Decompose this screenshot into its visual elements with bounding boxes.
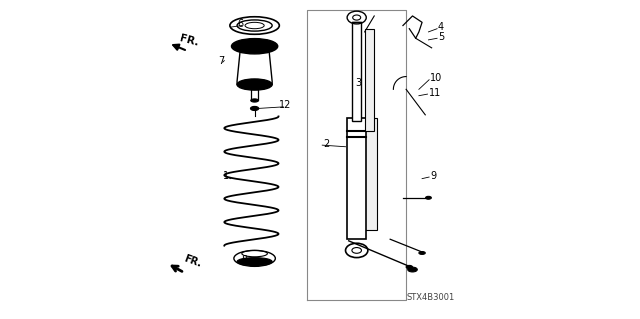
Text: 5: 5 — [438, 32, 444, 42]
Ellipse shape — [419, 251, 425, 255]
Text: 11: 11 — [428, 88, 441, 98]
Ellipse shape — [251, 99, 259, 102]
Ellipse shape — [408, 267, 417, 272]
Text: 10: 10 — [430, 73, 442, 83]
Ellipse shape — [237, 79, 272, 90]
Text: 4: 4 — [438, 22, 444, 32]
Ellipse shape — [232, 39, 278, 54]
FancyBboxPatch shape — [365, 29, 374, 131]
Text: FR.: FR. — [183, 254, 203, 269]
Text: STX4B3001: STX4B3001 — [406, 293, 454, 302]
FancyBboxPatch shape — [347, 118, 366, 239]
Text: 9: 9 — [430, 171, 436, 181]
Text: 12: 12 — [278, 100, 291, 110]
FancyBboxPatch shape — [352, 22, 362, 121]
Ellipse shape — [240, 42, 269, 51]
Text: 1: 1 — [223, 171, 229, 181]
FancyBboxPatch shape — [362, 118, 378, 230]
Ellipse shape — [426, 196, 431, 199]
Ellipse shape — [406, 265, 413, 269]
Ellipse shape — [251, 107, 259, 110]
Text: 3: 3 — [355, 78, 361, 88]
Text: 2: 2 — [323, 139, 330, 149]
Text: 7: 7 — [218, 56, 224, 66]
Text: 8: 8 — [242, 255, 248, 265]
Ellipse shape — [237, 258, 272, 265]
Text: 6: 6 — [237, 19, 243, 29]
Text: FR.: FR. — [178, 33, 199, 48]
